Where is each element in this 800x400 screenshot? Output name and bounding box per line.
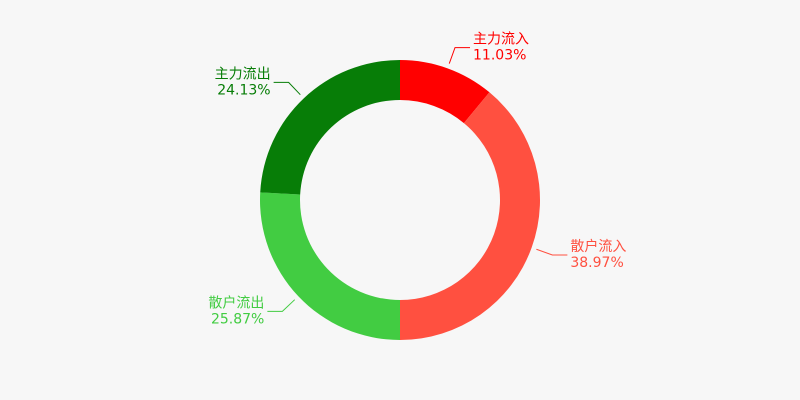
leader-line xyxy=(267,299,296,312)
donut-slice xyxy=(260,60,400,195)
slice-label: 主力流入 xyxy=(473,32,529,48)
donut-slice xyxy=(400,60,490,124)
leader-line xyxy=(536,248,568,256)
slice-value-label: 38.97% xyxy=(570,255,623,271)
leader-line xyxy=(273,81,301,96)
slice-value-label: 25.87% xyxy=(211,311,264,327)
donut-slice xyxy=(259,192,400,340)
slice-label: 散户流入 xyxy=(570,238,626,255)
slice-value-label: 11.03% xyxy=(473,48,526,64)
slice-label: 主力流出 xyxy=(215,66,271,82)
slice-label: 散户流出 xyxy=(208,294,264,311)
donut-slice xyxy=(400,92,540,341)
leader-line xyxy=(448,47,471,64)
slice-value-label: 24.13% xyxy=(217,82,270,98)
